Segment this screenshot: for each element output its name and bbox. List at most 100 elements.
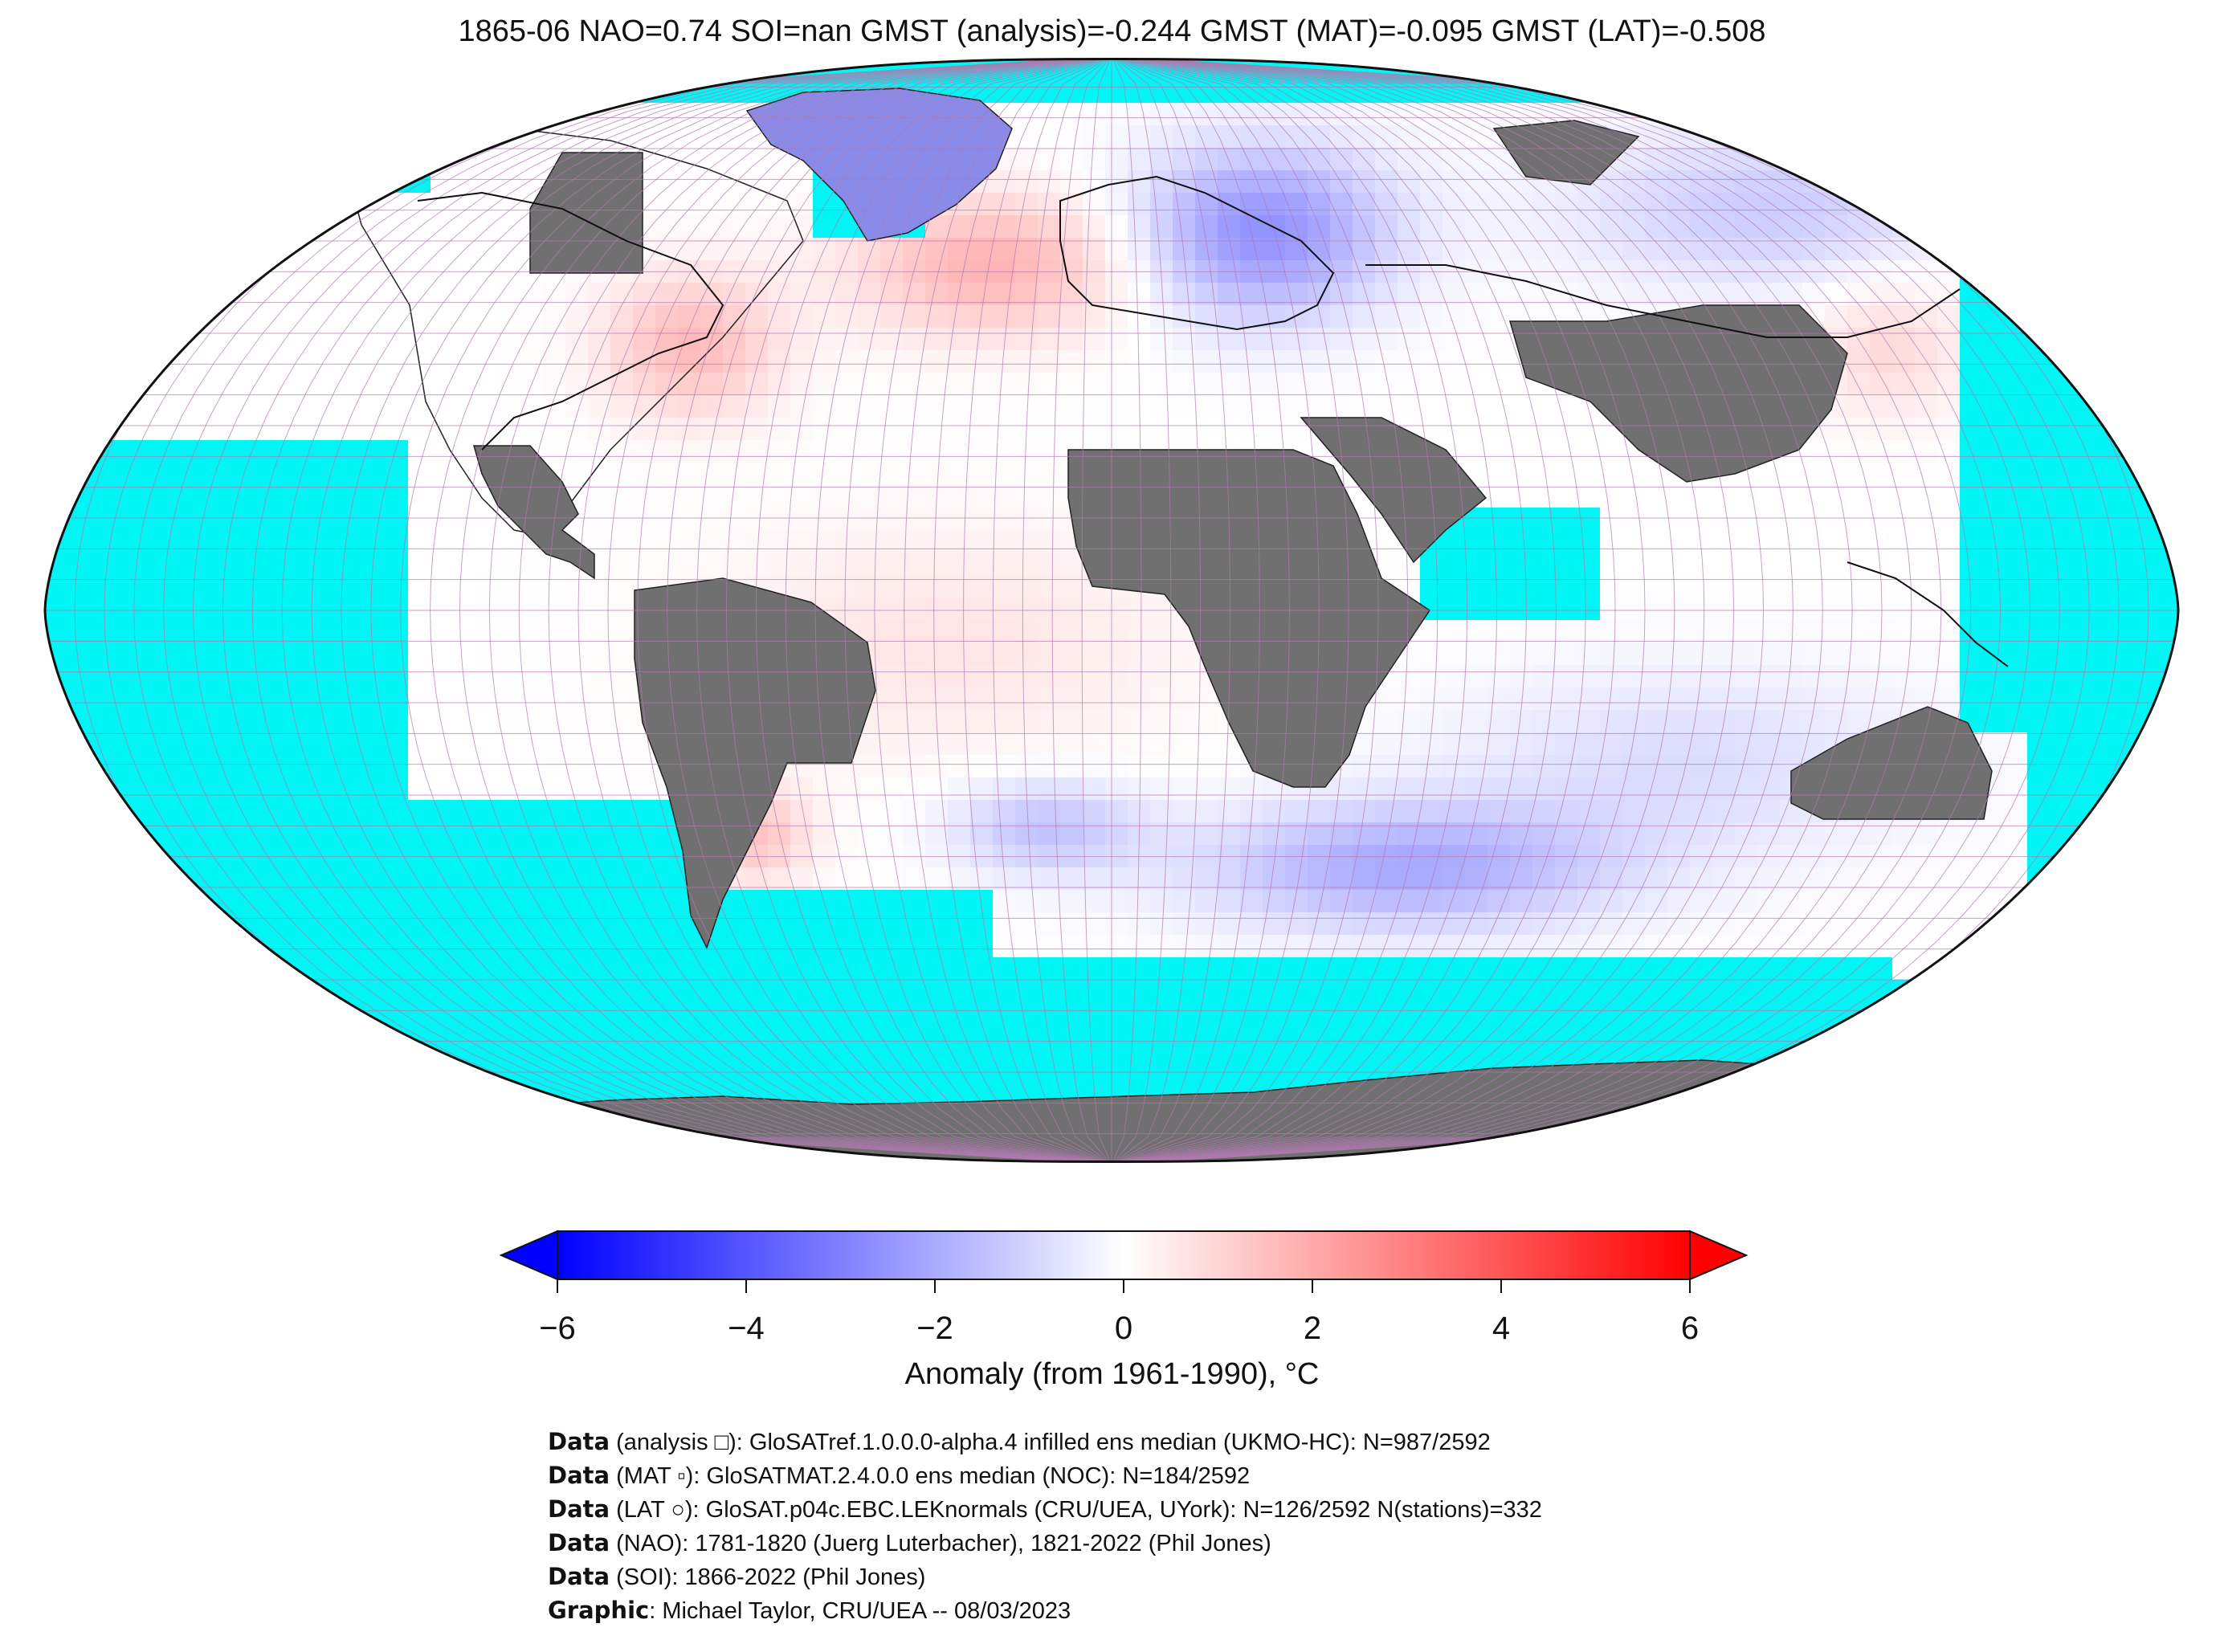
anomaly-cell: [1398, 935, 1420, 957]
anomaly-cell: [1870, 418, 1892, 440]
anomaly-cell: [48, 350, 71, 373]
anomaly-cell: [1892, 148, 1915, 170]
anomaly-cell: [1622, 732, 1645, 755]
anomaly-cell: [700, 418, 723, 440]
anomaly-cell: [700, 103, 723, 125]
anomaly-cell: [1038, 755, 1060, 777]
anomaly-cell: [700, 305, 723, 328]
anomaly-cell: [700, 395, 723, 418]
colorbar-tick-label: 0: [1114, 1311, 1133, 1346]
anomaly-cell: [1802, 935, 1825, 957]
anomaly-cell: [1038, 642, 1060, 665]
anomaly-cell: [1892, 440, 1915, 463]
anomaly-cell: [970, 440, 993, 463]
anomaly-cell: [1285, 125, 1308, 148]
anomaly-cell: [386, 395, 408, 418]
anomaly-cell: [1802, 620, 1825, 642]
anomaly-cell: [1577, 755, 1600, 777]
anomaly-cell: [1015, 935, 1038, 957]
anomaly-cell: [1937, 665, 1960, 687]
anomaly-cell: [1487, 215, 1510, 238]
anomaly-cell: [1960, 845, 1982, 867]
anomaly-cell: [408, 777, 431, 800]
anomaly-cell: [1510, 620, 1532, 642]
anomaly-cell: [1240, 867, 1263, 890]
anomaly-cell: [633, 283, 655, 305]
anomaly-cell: [1825, 125, 1847, 148]
anomaly-cell: [948, 215, 970, 238]
anomaly-cell: [1375, 328, 1398, 350]
anomaly-cell: [1645, 575, 1667, 598]
anomaly-cell: [1285, 350, 1308, 373]
anomaly-cell: [543, 642, 565, 665]
anomaly-cell: [903, 732, 925, 755]
anomaly-cell: [1622, 553, 1645, 575]
credit-text: (SOI): 1866-2022 (Phil Jones): [610, 1564, 926, 1590]
anomaly-cell: [1510, 418, 1532, 440]
anomaly-cell: [138, 193, 161, 215]
anomaly-cell: [1892, 103, 1915, 125]
anomaly-cell: [903, 553, 925, 575]
anomaly-cell: [1083, 148, 1105, 170]
anomaly-cell: [1398, 238, 1420, 260]
anomaly-cell: [1915, 935, 1937, 957]
anomaly-cell: [858, 845, 880, 867]
anomaly-cell: [1667, 777, 1690, 800]
anomaly-cell: [543, 373, 565, 395]
anomaly-cell: [1398, 125, 1420, 148]
anomaly-cell: [1083, 373, 1105, 395]
anomaly-cell: [1308, 912, 1330, 935]
anomaly-cell: [431, 508, 453, 530]
anomaly-cell: [183, 283, 206, 305]
anomaly-cell: [1555, 215, 1577, 238]
anomaly-cell: [678, 193, 700, 215]
anomaly-cell: [1645, 687, 1667, 710]
anomaly-cell: [1487, 463, 1510, 485]
anomaly-cell: [2005, 800, 2027, 822]
anomaly-cell: [431, 170, 453, 193]
anomaly-cell: [1915, 912, 1937, 935]
anomaly-cell: [520, 553, 543, 575]
anomaly-cell: [1015, 732, 1038, 755]
anomaly-cell: [1667, 553, 1690, 575]
anomaly-cell: [745, 395, 768, 418]
anomaly-cell: [1825, 215, 1847, 238]
anomaly-cell: [970, 710, 993, 732]
anomaly-cell: [1240, 845, 1263, 867]
anomaly-cell: [453, 350, 475, 373]
anomaly-cell: [1465, 845, 1487, 867]
anomaly-cell: [138, 260, 161, 283]
anomaly-cell: [1600, 710, 1622, 732]
anomaly-cell: [745, 508, 768, 530]
anomaly-cell: [1892, 935, 1915, 957]
anomaly-cell: [1825, 418, 1847, 440]
anomaly-cell: [1532, 845, 1555, 867]
anomaly-cell: [1577, 867, 1600, 890]
anomaly-cell: [1060, 687, 1083, 710]
anomaly-cell: [768, 238, 790, 260]
anomaly-cell: [1825, 508, 1847, 530]
anomaly-cell: [475, 215, 498, 238]
anomaly-cell: [1443, 283, 1465, 305]
anomaly-cell: [1195, 328, 1218, 350]
anomaly-cell: [790, 575, 813, 598]
anomaly-cell: [565, 463, 588, 485]
anomaly-cell: [228, 350, 251, 373]
anomaly-cell: [1802, 283, 1825, 305]
anomaly-cell: [768, 350, 790, 373]
anomaly-cell: [1465, 305, 1487, 328]
anomaly-cell: [1780, 620, 1802, 642]
anomaly-cell: [138, 238, 161, 260]
credit-line: Graphic: Michael Taylor, CRU/UEA -- 08/0…: [548, 1594, 1542, 1628]
anomaly-cell: [1892, 463, 1915, 485]
anomaly-cell: [1690, 620, 1712, 642]
anomaly-cell: [1083, 935, 1105, 957]
anomaly-cell: [1240, 350, 1263, 373]
anomaly-cell: [1825, 598, 1847, 620]
anomaly-cell: [1645, 777, 1667, 800]
anomaly-cell: [1892, 508, 1915, 530]
anomaly-cell: [1600, 642, 1622, 665]
anomaly-cell: [543, 418, 565, 440]
anomaly-cell: [565, 350, 588, 373]
